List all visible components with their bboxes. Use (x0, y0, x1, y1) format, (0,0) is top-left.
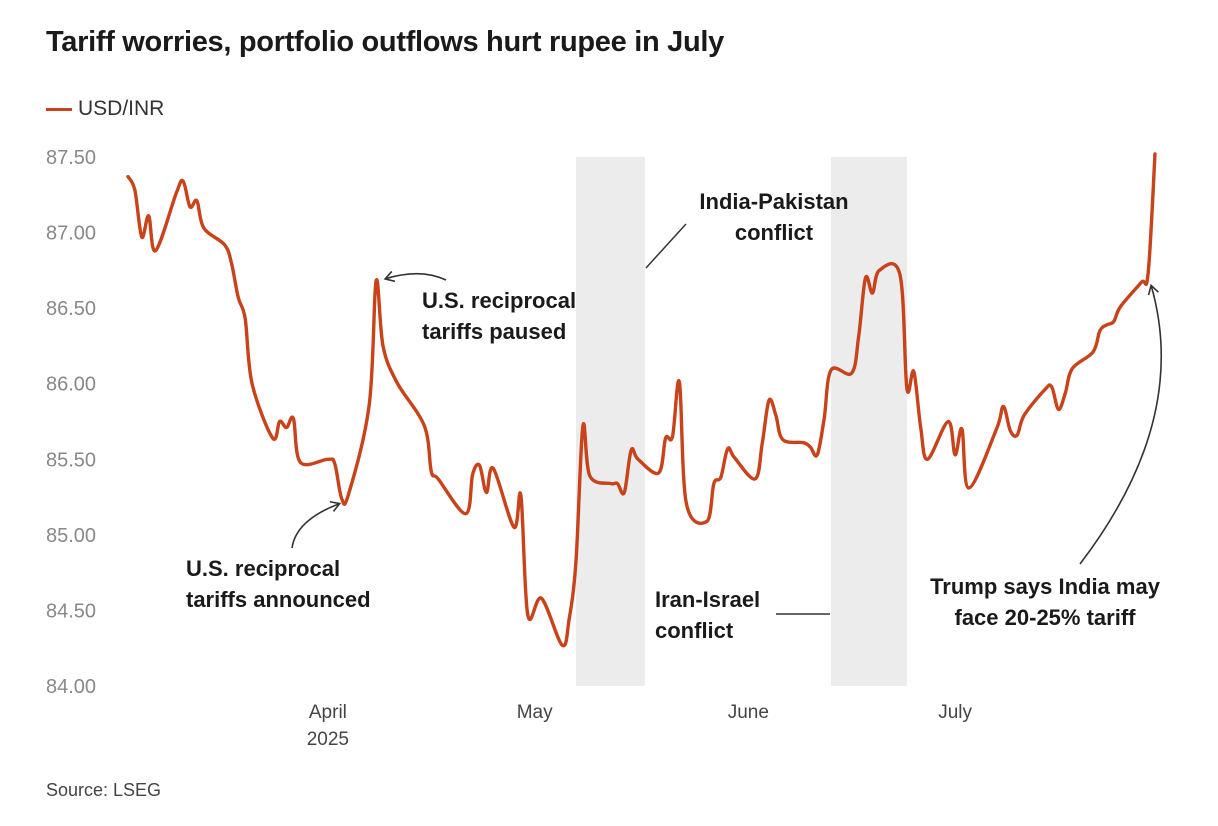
annotation-text: U.S. reciprocal (422, 288, 576, 313)
annotation-trump-tariff: Trump says India may face 20-25% tariff (930, 283, 1163, 630)
annotation-arrow (384, 272, 447, 281)
annotation-arrow (291, 502, 340, 549)
y-tick-label: 86.50 (46, 298, 96, 320)
annotation-text: conflict (735, 220, 814, 245)
y-tick-label: 86.00 (46, 374, 96, 396)
y-tick-label: 85.00 (46, 525, 96, 547)
x-tick-label: June (728, 702, 769, 723)
annotation-text: tariffs announced (186, 587, 371, 612)
x-tick-label: April (309, 702, 347, 723)
annotation-india-pakistan: India-Pakistan conflict (645, 189, 849, 269)
annotation-text: Iran-Israel (655, 587, 760, 612)
y-tick-label: 84.00 (46, 676, 96, 698)
y-tick-label: 84.50 (46, 600, 96, 622)
annotation-arrowhead (1147, 283, 1159, 296)
usd-inr-line (126, 152, 1157, 648)
annotation-tariffs-paused: U.S. reciprocal tariffs paused (383, 270, 576, 344)
annotation-text: U.S. reciprocal (186, 556, 340, 581)
annotation-leader (645, 223, 687, 269)
legend-swatch (46, 107, 72, 111)
annotation-tariffs-announced: U.S. reciprocal tariffs announced (186, 500, 371, 612)
annotation-iran-israel: Iran-Israel conflict (655, 587, 831, 643)
annotation-arrow (1079, 285, 1163, 565)
annotation-text: India-Pakistan (699, 189, 848, 214)
x-tick-label: May (517, 702, 553, 723)
y-tick-label: 87.00 (46, 223, 96, 245)
annotation-text: tariffs paused (422, 319, 566, 344)
legend-label: USD/INR (78, 97, 165, 120)
source-note: Source: LSEG (46, 780, 162, 800)
annotation-text: conflict (655, 618, 734, 643)
x-tick-sublabel: 2025 (307, 729, 349, 750)
y-tick-label: 87.50 (46, 147, 96, 169)
shaded-period-2 (831, 157, 907, 686)
annotation-arrowhead (329, 500, 342, 512)
annotation-text: face 20-25% tariff (955, 605, 1137, 630)
shaded-period-1 (576, 157, 645, 686)
y-tick-label: 85.50 (46, 449, 96, 471)
annotation-text: Trump says India may (930, 574, 1161, 599)
legend: USD/INR (46, 97, 164, 121)
x-tick-label: July (938, 702, 972, 723)
annotation-arrowhead (383, 270, 396, 283)
chart-title: Tariff worries, portfolio outflows hurt … (46, 26, 724, 58)
